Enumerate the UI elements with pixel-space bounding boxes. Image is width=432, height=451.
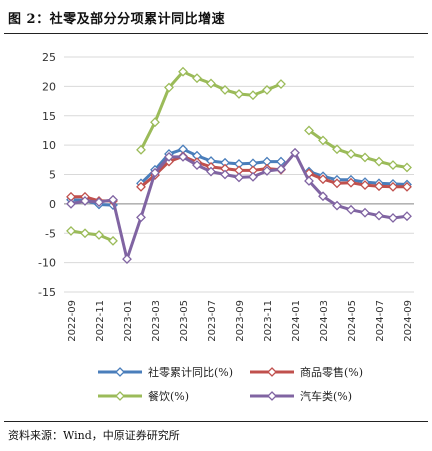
y-tick-label: -10 xyxy=(38,257,56,270)
legend-item-autos: 汽车类(%) xyxy=(248,388,352,404)
top-rule xyxy=(4,33,428,34)
source-note: 资料来源：Wind，中原证券研究所 xyxy=(8,429,180,442)
chart-legend: 社零累计同比(%) 商品零售(%) 餐饮(%) 汽车类(%) xyxy=(96,362,396,412)
series-point-2 xyxy=(150,117,160,128)
series-point-3 xyxy=(136,212,146,223)
series-point-2 xyxy=(234,89,244,99)
series-point-1 xyxy=(332,178,342,189)
x-tick-label: 2024-03 xyxy=(319,300,330,342)
series-point-2 xyxy=(178,66,188,77)
legend-label: 汽车类(%) xyxy=(300,390,353,403)
series-point-2 xyxy=(66,225,76,236)
series-point-1 xyxy=(402,181,412,192)
series-point-1 xyxy=(318,174,328,185)
series-point-3 xyxy=(108,194,118,205)
series-point-3 xyxy=(206,166,216,177)
series-point-3 xyxy=(248,171,258,182)
x-tick-label: 2023-09 xyxy=(235,300,246,342)
legend-item-catering: 餐饮(%) xyxy=(96,388,189,404)
x-tick-label: 2022-11 xyxy=(95,300,106,342)
x-tick-label: 2024-05 xyxy=(347,300,358,342)
x-tick-label: 2023-05 xyxy=(179,300,190,342)
legend-label: 商品零售(%) xyxy=(300,366,364,379)
x-tick-label: 2023-11 xyxy=(263,300,274,342)
series-point-2 xyxy=(136,144,146,155)
series-point-3 xyxy=(262,166,272,176)
series-point-2 xyxy=(192,73,202,84)
bottom-rule xyxy=(4,421,428,422)
x-tick-label: 2023-01 xyxy=(123,300,134,342)
legend-line-icon xyxy=(250,391,294,401)
series-point-3 xyxy=(276,164,286,175)
series-point-3 xyxy=(332,200,342,211)
series-point-3 xyxy=(388,213,398,223)
legend-line-icon xyxy=(98,391,142,401)
series-point-3 xyxy=(178,151,188,162)
series-point-1 xyxy=(136,181,146,192)
chart-title: 图 2：社零及部分分项累计同比增速 xyxy=(8,12,226,27)
series-point-1 xyxy=(360,180,370,190)
series-point-2 xyxy=(248,90,258,101)
series-point-2 xyxy=(374,156,384,167)
series-point-2 xyxy=(360,152,370,163)
x-tick-label: 2024-09 xyxy=(403,300,414,342)
series-point-2 xyxy=(262,84,272,95)
series-point-3 xyxy=(318,191,328,202)
series-point-2 xyxy=(108,235,118,246)
series-point-2 xyxy=(402,162,412,173)
series-point-3 xyxy=(122,254,132,265)
series-point-3 xyxy=(94,197,104,208)
y-tick-label: 20 xyxy=(42,80,56,93)
x-tick-label: 2024-01 xyxy=(291,300,302,342)
series-point-2 xyxy=(164,82,174,93)
x-tick-label: 2023-07 xyxy=(207,300,218,342)
y-tick-label: 10 xyxy=(42,139,56,152)
series-point-2 xyxy=(332,144,342,155)
series-point-2 xyxy=(304,125,314,136)
y-tick-label: 25 xyxy=(42,51,56,64)
series-point-3 xyxy=(80,196,90,206)
legend-line-icon xyxy=(98,367,142,377)
legend-item-retail-total: 社零累计同比(%) xyxy=(96,364,233,380)
series-point-3 xyxy=(402,211,412,222)
legend-label: 社零累计同比(%) xyxy=(148,366,234,379)
series-point-3 xyxy=(192,160,202,171)
series-point-1 xyxy=(374,181,384,192)
legend-item-goods-retail: 商品零售(%) xyxy=(248,364,363,380)
series-point-1 xyxy=(346,177,356,188)
series-point-2 xyxy=(318,135,328,146)
x-tick-label: 2024-07 xyxy=(375,300,386,342)
series-point-3 xyxy=(234,172,244,183)
legend-label: 餐饮(%) xyxy=(148,390,190,403)
series-point-3 xyxy=(360,207,370,218)
series-point-3 xyxy=(66,198,76,209)
series-point-3 xyxy=(304,176,314,186)
y-tick-label: -15 xyxy=(38,286,56,299)
series-point-3 xyxy=(164,151,174,162)
series-point-2 xyxy=(388,160,398,171)
series-point-3 xyxy=(220,169,230,180)
series-point-2 xyxy=(206,78,216,89)
series-point-2 xyxy=(94,230,104,240)
line-chart: 25 20 15 10 5 0 -5 -10 -15 2022-09 2022-11 2023-01 2… xyxy=(38,51,414,342)
series-point-3 xyxy=(374,210,384,221)
y-tick-label: -5 xyxy=(45,227,56,240)
series-point-2 xyxy=(346,149,356,159)
y-tick-label: 15 xyxy=(42,110,56,123)
series-point-3 xyxy=(346,204,356,215)
y-tick-label: 5 xyxy=(49,169,56,182)
series-point-2 xyxy=(80,228,90,239)
series-point-3 xyxy=(290,147,300,158)
series-point-3 xyxy=(150,167,160,178)
x-tick-label: 2022-09 xyxy=(67,300,78,342)
x-tick-label: 2023-03 xyxy=(151,300,162,342)
legend-line-icon xyxy=(250,367,294,377)
y-tick-label: 0 xyxy=(49,198,56,211)
series-point-2 xyxy=(220,84,230,95)
series-point-2 xyxy=(276,79,286,89)
series-point-1 xyxy=(388,181,398,192)
